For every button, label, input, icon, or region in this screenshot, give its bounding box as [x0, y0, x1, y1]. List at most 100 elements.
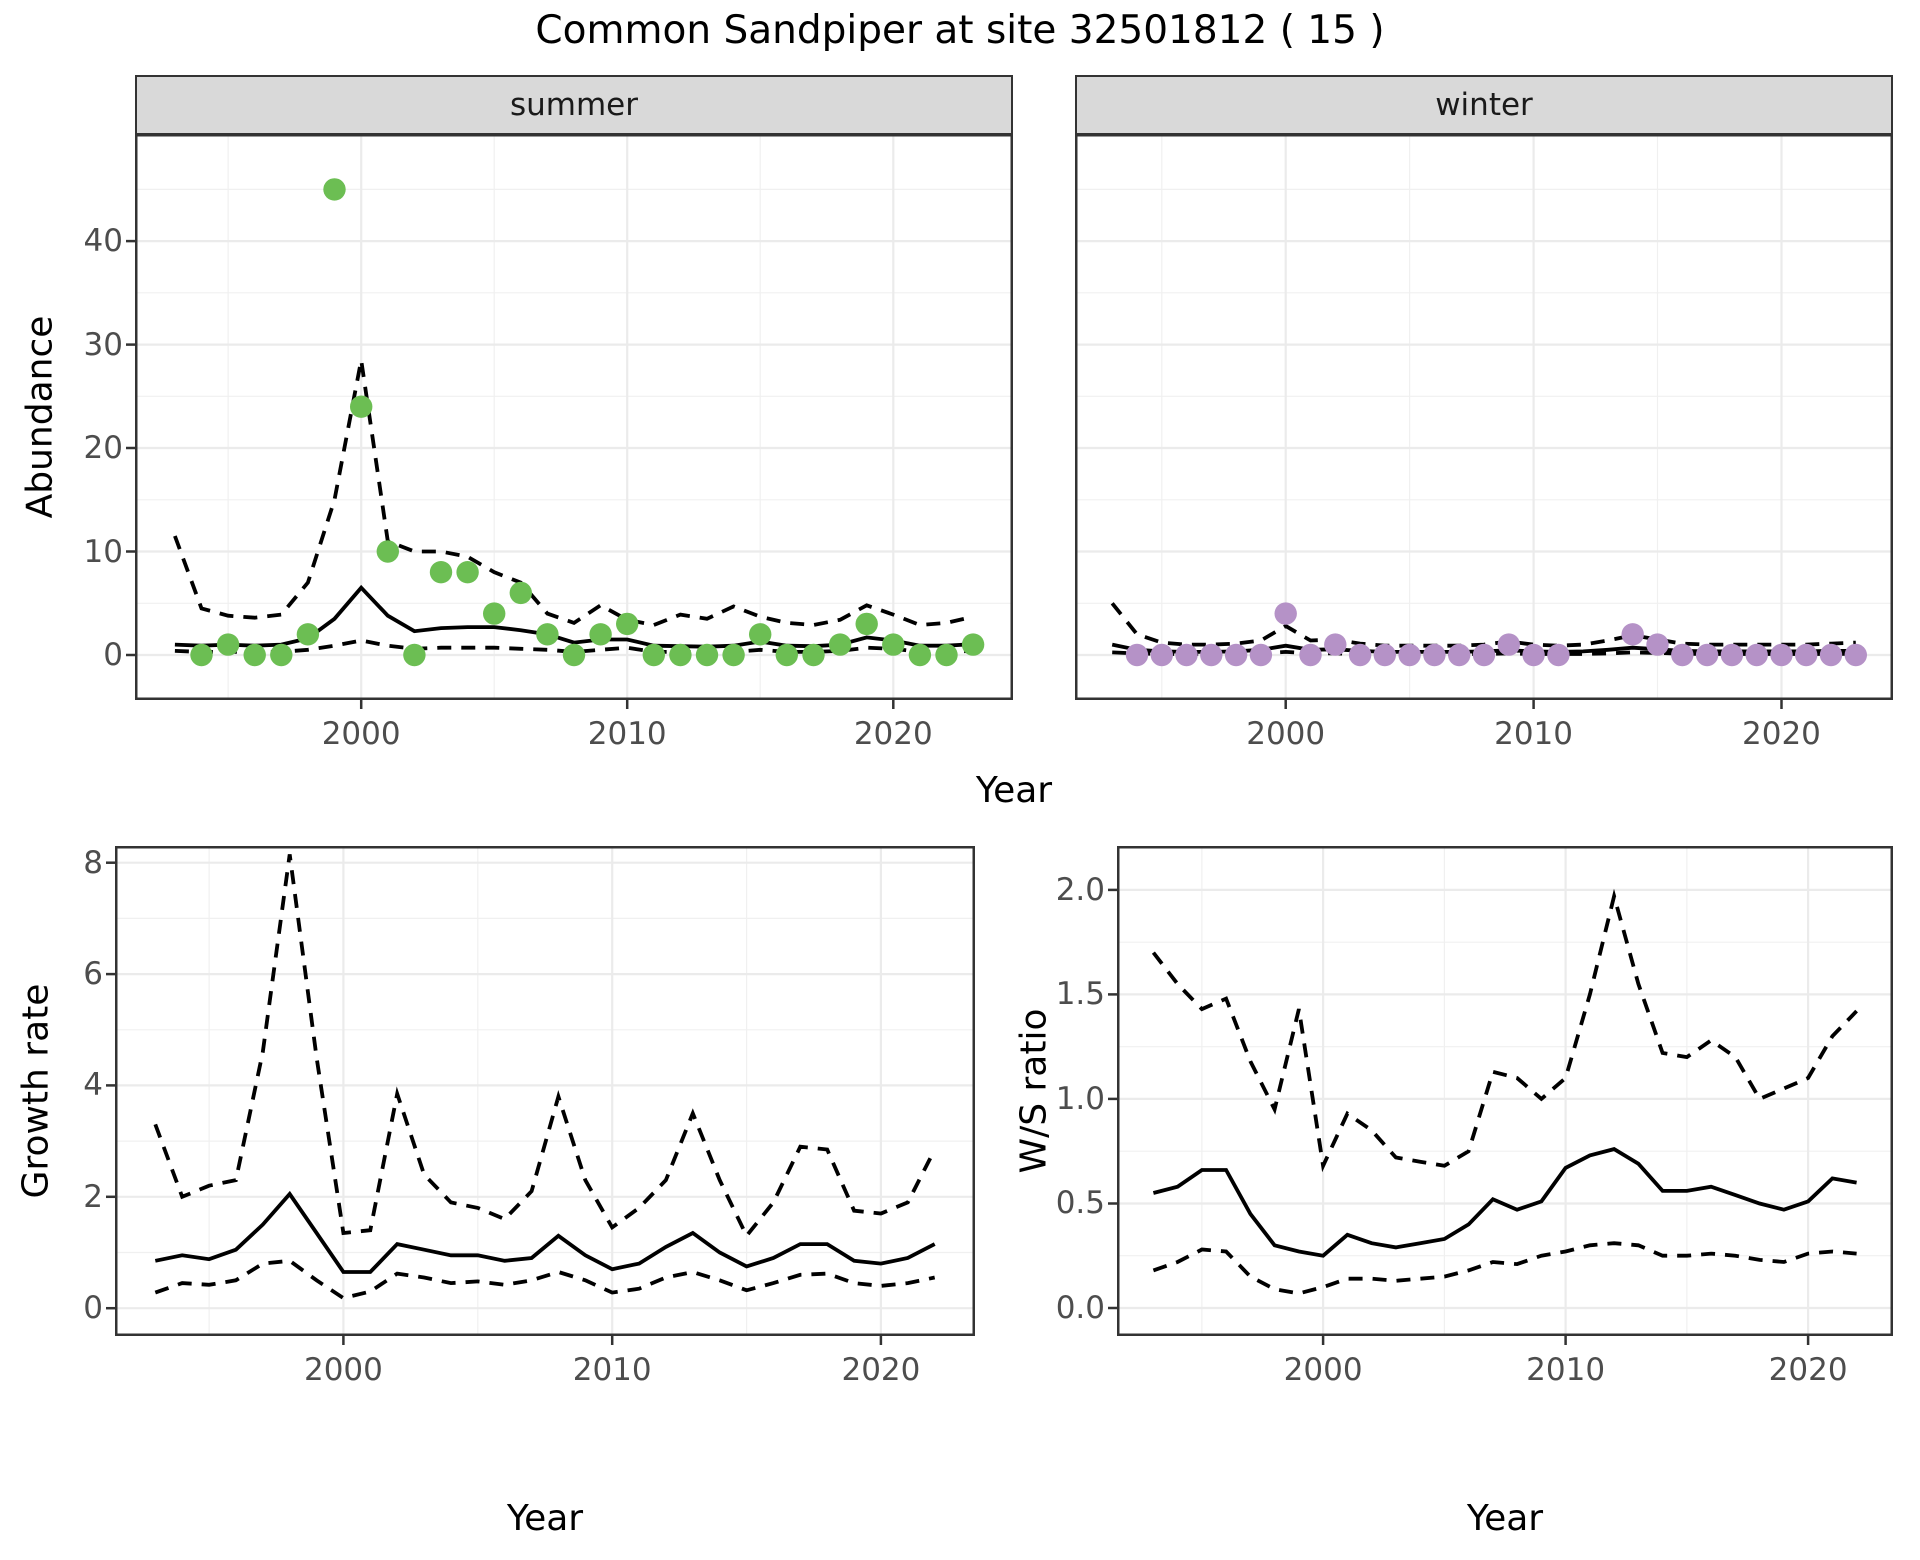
x-tick-label: 2020 — [1768, 1352, 1848, 1388]
data-point — [616, 612, 639, 636]
data-point — [403, 643, 426, 667]
data-point — [270, 643, 293, 667]
data-point — [1695, 643, 1719, 667]
panel-border — [115, 846, 975, 1336]
data-point — [296, 623, 320, 646]
upper-ci-line — [1151, 888, 1858, 1173]
data-point — [1299, 643, 1322, 667]
data-point — [429, 561, 453, 584]
y-tick-label: 4 — [83, 1067, 103, 1104]
data-point — [1745, 643, 1768, 667]
data-point — [1200, 643, 1223, 667]
data-point — [1125, 643, 1149, 667]
x-tick-label: 2000 — [321, 716, 401, 752]
data-point — [1175, 643, 1198, 667]
data-point — [536, 623, 559, 646]
data-point — [243, 643, 266, 667]
panel-border — [135, 134, 1013, 700]
data-point — [589, 623, 612, 646]
ws-ratio-plot — [1108, 846, 1893, 1345]
abundance-summer-plot — [126, 134, 1013, 709]
lower-ci-line — [154, 1258, 936, 1301]
data-point — [1274, 602, 1297, 625]
data-point — [1720, 643, 1744, 667]
data-point — [908, 643, 932, 667]
x-tick-label: 2010 — [1526, 1352, 1606, 1388]
y-tick-label: 2 — [83, 1178, 103, 1215]
data-point — [456, 561, 479, 584]
facet-strip-winter: winter — [1075, 75, 1893, 135]
data-point — [1448, 643, 1471, 667]
upper-ci-line — [153, 854, 937, 1240]
data-point — [483, 602, 506, 625]
data-point — [669, 643, 692, 667]
data-point — [509, 581, 532, 605]
data-point — [1497, 633, 1520, 656]
data-point — [1423, 643, 1446, 667]
data-point — [1324, 633, 1347, 656]
x-tick-label: 2000 — [1246, 716, 1326, 752]
x-axis-title-year-bottom-left: Year — [506, 1498, 584, 1539]
x-axis-title-year-top: Year — [975, 770, 1053, 811]
chart-title: Common Sandpiper at site 32501812 ( 15 ) — [535, 8, 1385, 53]
data-point — [961, 633, 985, 656]
upper-ci-line — [173, 359, 974, 627]
y-tick-label: 1.5 — [1055, 976, 1105, 1013]
data-point — [1224, 643, 1248, 667]
data-point — [828, 633, 852, 656]
x-tick-label: 2000 — [1283, 1352, 1363, 1388]
y-tick-label: 0.0 — [1055, 1289, 1105, 1326]
data-point — [1547, 643, 1570, 667]
y-tick-label: 0 — [83, 1290, 103, 1327]
data-point — [350, 395, 373, 418]
y-tick-label: 0.5 — [1055, 1185, 1105, 1222]
data-point — [216, 633, 240, 656]
data-point — [1398, 643, 1421, 667]
y-tick-label: 0 — [103, 636, 123, 673]
y-tick-label: 10 — [83, 533, 123, 570]
data-point — [935, 643, 958, 667]
data-point — [1795, 643, 1818, 667]
data-point — [882, 633, 905, 656]
data-point — [1646, 633, 1669, 656]
data-point — [1844, 643, 1867, 667]
facet-strip-label-winter: winter — [1435, 87, 1533, 123]
data-point — [802, 643, 825, 667]
data-point — [1249, 643, 1273, 667]
abundance-summer-points — [190, 178, 985, 667]
y-tick-label: 8 — [83, 844, 103, 881]
data-point — [1348, 643, 1372, 667]
x-tick-label: 2020 — [853, 716, 933, 752]
lower-ci-line — [174, 638, 974, 654]
fit-line — [1152, 1147, 1857, 1258]
y-tick-label: 20 — [83, 430, 123, 467]
panel-border — [1075, 134, 1893, 700]
y-tick-label: 1.0 — [1055, 1080, 1105, 1117]
facet-strip-summer: summer — [135, 75, 1013, 135]
x-tick-label: 2010 — [572, 1352, 652, 1388]
x-tick-label: 2010 — [587, 716, 667, 752]
y-tick-label: 30 — [83, 326, 123, 363]
panel-border — [1117, 846, 1893, 1336]
data-point — [695, 643, 719, 667]
data-point — [1472, 643, 1496, 667]
y-tick-label: 40 — [83, 223, 123, 260]
data-point — [1819, 643, 1843, 667]
x-tick-label: 2010 — [1494, 716, 1574, 752]
data-point — [1150, 643, 1173, 667]
data-point — [562, 643, 586, 667]
data-point — [1373, 643, 1396, 667]
data-point — [376, 540, 399, 563]
x-tick-label: 2000 — [303, 1352, 383, 1388]
data-point — [775, 643, 798, 667]
data-point — [1621, 623, 1644, 646]
y-tick-label: 6 — [83, 956, 103, 993]
x-tick-label: 2020 — [841, 1352, 921, 1388]
data-point — [642, 643, 665, 667]
data-point — [1671, 643, 1694, 667]
data-point — [190, 643, 213, 667]
fit-line — [154, 1190, 936, 1274]
data-point — [749, 623, 772, 646]
data-point — [1522, 643, 1545, 667]
x-tick-label: 2020 — [1742, 716, 1821, 752]
